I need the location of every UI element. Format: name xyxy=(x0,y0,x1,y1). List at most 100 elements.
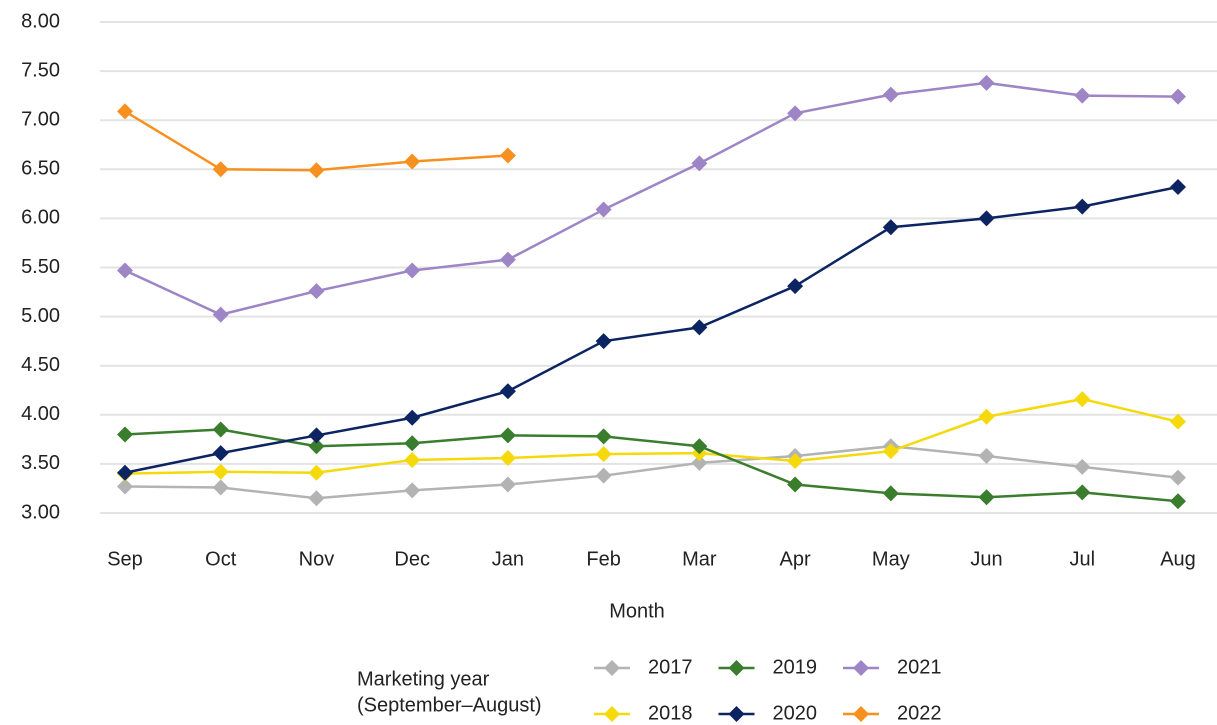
point xyxy=(1170,178,1186,195)
legend-label: 2018 xyxy=(648,702,693,724)
point xyxy=(404,409,421,426)
series-line xyxy=(124,397,1179,475)
legend-title: Marketing year xyxy=(357,668,490,690)
point xyxy=(499,450,516,467)
x-tick-label: Feb xyxy=(586,548,620,570)
legend-marker xyxy=(728,660,745,676)
legend-label: 2021 xyxy=(897,656,942,678)
point xyxy=(595,333,612,350)
x-tick-label: Jun xyxy=(970,548,1002,570)
legend-label: 2017 xyxy=(648,656,693,678)
point xyxy=(212,445,229,462)
point xyxy=(787,476,804,493)
point xyxy=(978,408,995,425)
point xyxy=(1170,469,1186,486)
point xyxy=(691,454,708,471)
point xyxy=(691,319,708,336)
point xyxy=(787,278,804,295)
series-line xyxy=(124,444,1179,500)
point xyxy=(595,201,612,218)
point xyxy=(308,490,325,507)
point xyxy=(308,464,325,481)
point xyxy=(308,162,325,179)
x-tick-label: Sep xyxy=(107,548,143,570)
point xyxy=(117,426,133,443)
point xyxy=(1074,484,1091,501)
x-tick-label: Oct xyxy=(205,548,237,570)
legend-title: (September–August) xyxy=(357,694,542,716)
y-tick-label: 5.00 xyxy=(21,305,60,327)
y-tick-label: 7.50 xyxy=(21,59,60,81)
point xyxy=(117,464,133,481)
point xyxy=(1074,458,1091,475)
point xyxy=(595,446,612,463)
point xyxy=(404,451,421,468)
point xyxy=(404,435,421,452)
point xyxy=(212,421,229,438)
y-tick-label: 8.00 xyxy=(21,10,60,32)
point xyxy=(787,452,804,469)
legend-label: 2022 xyxy=(897,702,942,724)
x-tick-label: Aug xyxy=(1160,548,1196,570)
point xyxy=(117,262,133,279)
point xyxy=(595,467,612,484)
point xyxy=(978,74,995,91)
series-line xyxy=(124,81,1179,316)
y-tick-label: 6.00 xyxy=(21,207,60,229)
series-line xyxy=(124,428,1179,503)
y-tick-label: 4.00 xyxy=(21,403,60,425)
point xyxy=(1074,391,1091,408)
x-tick-label: Jul xyxy=(1069,548,1095,570)
point xyxy=(212,479,229,496)
point xyxy=(499,383,516,400)
point xyxy=(978,448,995,465)
y-tick-label: 4.50 xyxy=(21,354,60,376)
point xyxy=(212,463,229,480)
point xyxy=(691,438,708,455)
point xyxy=(404,482,421,499)
x-tick-label: Dec xyxy=(394,548,430,570)
point xyxy=(308,283,325,300)
x-tick-label: May xyxy=(872,548,910,570)
point xyxy=(308,438,325,455)
legend-marker xyxy=(853,660,869,676)
legend-marker xyxy=(728,706,745,722)
y-tick-label: 6.50 xyxy=(21,158,60,180)
point xyxy=(499,427,516,444)
point xyxy=(499,147,516,164)
point xyxy=(117,478,133,495)
point xyxy=(1170,413,1186,430)
point xyxy=(308,427,325,444)
point xyxy=(978,489,995,506)
y-tick-label: 3.00 xyxy=(21,501,60,523)
x-tick-label: Jan xyxy=(492,548,524,570)
point xyxy=(117,103,133,120)
point xyxy=(404,262,421,279)
point xyxy=(882,219,899,236)
point xyxy=(882,86,899,103)
legend-label: 2020 xyxy=(773,702,818,724)
point xyxy=(787,105,804,122)
point xyxy=(1170,88,1186,105)
x-axis-label: Month xyxy=(609,600,665,622)
legend-marker xyxy=(853,706,869,722)
point xyxy=(1074,198,1091,215)
point xyxy=(882,485,899,502)
point xyxy=(978,210,995,227)
point xyxy=(882,443,899,460)
point xyxy=(1170,493,1186,510)
x-tick-label: Nov xyxy=(299,548,335,570)
point xyxy=(404,153,421,170)
point xyxy=(499,251,516,268)
series-line xyxy=(124,185,1179,474)
x-tick-label: Mar xyxy=(682,548,717,570)
y-tick-label: 7.00 xyxy=(21,108,60,130)
point xyxy=(499,476,516,493)
point xyxy=(212,161,229,178)
legend-label: 2019 xyxy=(773,656,818,678)
point xyxy=(1074,87,1091,104)
legend-marker xyxy=(604,706,620,722)
y-tick-label: 3.50 xyxy=(21,452,60,474)
